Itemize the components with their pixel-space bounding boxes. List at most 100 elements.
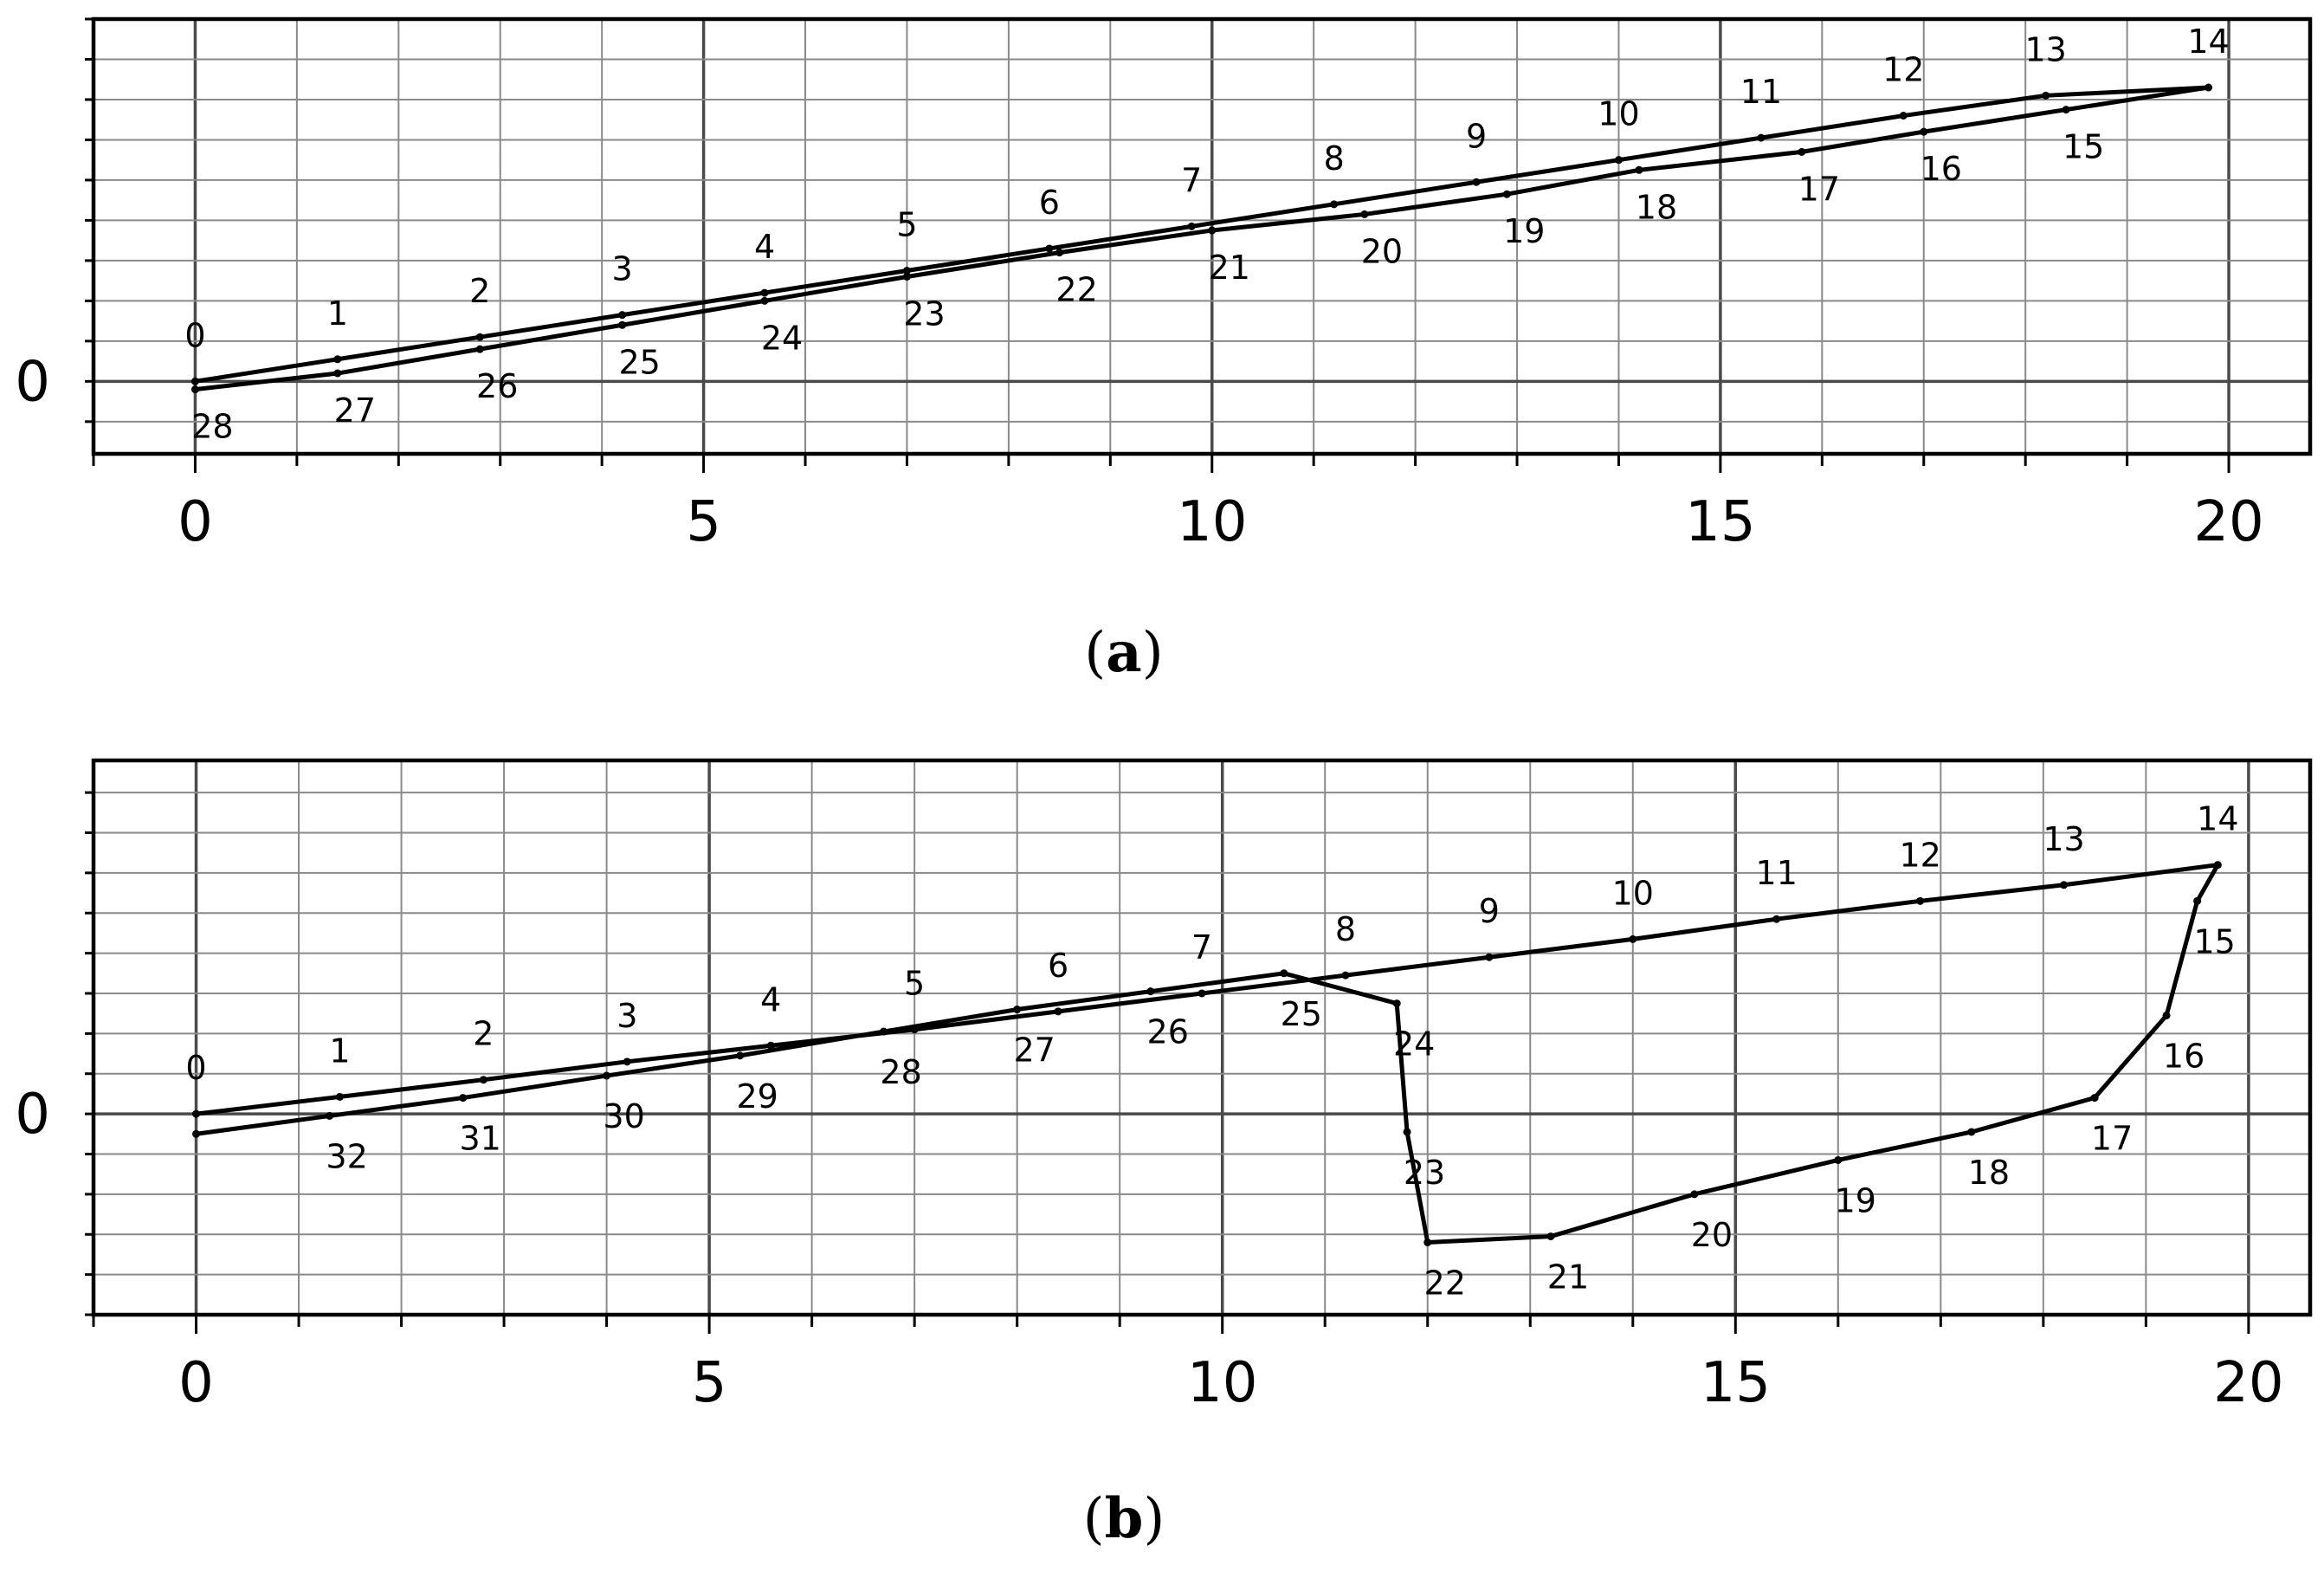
data-point: [2060, 881, 2069, 889]
data-point: [2062, 106, 2070, 114]
point-label: 6: [1039, 184, 1060, 222]
plot-frame-b: [91, 758, 2313, 1317]
point-label: 23: [903, 294, 945, 333]
data-point: [190, 385, 199, 394]
point-label: 18: [1968, 1154, 2010, 1192]
point-label: 29: [736, 1077, 778, 1116]
point-label: 12: [1882, 51, 1924, 89]
point-label: 22: [1055, 271, 1097, 309]
point-label: 4: [760, 980, 781, 1019]
data-point: [1423, 1238, 1432, 1247]
data-point: [1341, 971, 1350, 980]
x-tick-label: 20: [2213, 1351, 2283, 1415]
data-point: [1690, 1190, 1699, 1199]
y-tick-label: 0: [15, 1083, 50, 1147]
data-point: [1798, 147, 1806, 156]
point-label: 1: [329, 1032, 350, 1070]
panel-caption-b: (b): [1083, 1486, 1165, 1551]
data-point: [1472, 178, 1481, 186]
point-label: 27: [334, 391, 376, 430]
point-label: 23: [1404, 1154, 1445, 1192]
point-label: 10: [1598, 95, 1639, 133]
point-label: 14: [2197, 800, 2238, 838]
point-label: 27: [1013, 1032, 1055, 1070]
point-label: 24: [761, 319, 803, 357]
x-tick-label: 10: [1187, 1351, 1257, 1415]
point-label: 0: [185, 1049, 206, 1087]
data-point: [760, 288, 769, 297]
data-point: [618, 311, 627, 320]
data-point: [333, 369, 342, 378]
point-label: 28: [191, 408, 233, 446]
point-label: 7: [1181, 161, 1202, 199]
point-label: 15: [2193, 922, 2235, 960]
point-label: 28: [880, 1053, 921, 1091]
x-tick-label: 0: [178, 490, 213, 554]
data-point: [326, 1111, 334, 1120]
x-tick-label: 10: [1177, 490, 1247, 554]
data-point: [1635, 165, 1643, 174]
data-point: [1330, 200, 1339, 209]
point-label: 24: [1393, 1025, 1435, 1064]
data-point: [1403, 1128, 1411, 1136]
point-label: 19: [1503, 212, 1545, 250]
data-point: [902, 267, 911, 275]
y-tick-label: 0: [15, 350, 50, 414]
point-label: 4: [754, 228, 775, 266]
point-label: 21: [1547, 1258, 1589, 1297]
data-point: [333, 355, 342, 364]
data-point: [736, 1051, 745, 1060]
data-point: [2162, 1011, 2171, 1019]
data-point: [1187, 222, 1196, 230]
point-label: 14: [2187, 23, 2229, 61]
data-point: [1392, 999, 1401, 1008]
data-point: [2205, 83, 2213, 92]
x-tick-label: 5: [686, 490, 721, 554]
point-label: 13: [2043, 820, 2084, 858]
data-point: [1834, 1155, 1843, 1164]
data-point: [192, 1109, 201, 1118]
data-point: [902, 272, 911, 281]
point-label: 11: [1740, 73, 1782, 111]
x-tick-label: 5: [692, 1351, 727, 1415]
data-point: [335, 1092, 344, 1101]
series-line-b: [196, 863, 2220, 1245]
grid-a: [85, 17, 2310, 454]
data-point: [1013, 1006, 1022, 1014]
point-label: 3: [617, 997, 637, 1035]
point-label: 10: [1612, 874, 1654, 912]
plot-frame-a: [91, 16, 2313, 456]
data-point: [1614, 156, 1623, 165]
data-point: [1054, 1007, 1062, 1016]
data-point: [1757, 133, 1766, 142]
point-label: 12: [1899, 836, 1940, 874]
data-point: [1485, 953, 1494, 961]
data-point: [1055, 249, 1064, 257]
data-point: [623, 1057, 631, 1066]
point-label: 26: [476, 367, 518, 405]
point-label: 8: [1324, 139, 1345, 178]
point-label: 16: [1921, 150, 1962, 188]
point-label: 32: [326, 1137, 367, 1175]
point-label: 22: [1424, 1264, 1466, 1303]
x-tick-label: 15: [1701, 1351, 1771, 1415]
data-point: [1198, 989, 1206, 998]
point-label: 11: [1756, 854, 1798, 892]
x-tick-label: 15: [1685, 490, 1755, 554]
data-point: [1546, 1232, 1555, 1241]
data-point: [1208, 226, 1217, 235]
point-label: 30: [603, 1097, 644, 1135]
data-point: [910, 1025, 919, 1034]
point-label: 7: [1191, 928, 1212, 967]
data-point: [192, 1129, 201, 1138]
point-label: 17: [1798, 170, 1840, 208]
point-label: 2: [469, 272, 490, 310]
point-label: 13: [2024, 30, 2066, 68]
x-tick-label: 0: [178, 1351, 214, 1415]
point-label: 6: [1048, 947, 1068, 985]
data-point: [2042, 91, 2050, 100]
point-label: 19: [1835, 1181, 1876, 1219]
